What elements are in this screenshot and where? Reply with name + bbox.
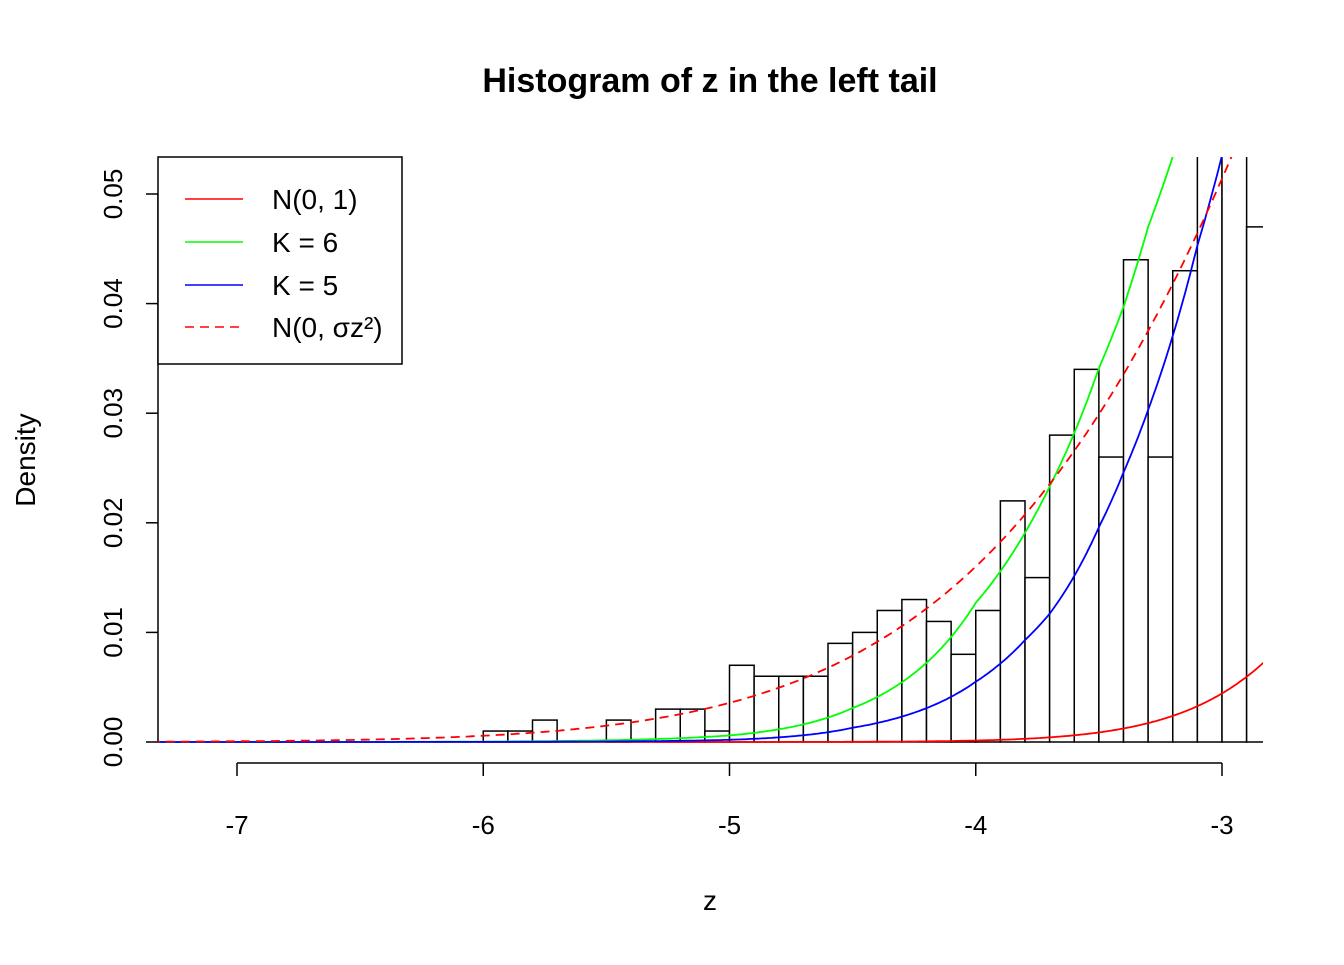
legend-label-k5: K = 5 — [272, 270, 338, 301]
y-tick-label: 0.01 — [98, 607, 128, 658]
x-tick-label: -6 — [472, 810, 495, 840]
y-tick-label: 0.05 — [98, 169, 128, 220]
x-axis-label: z — [703, 885, 717, 916]
y-axis: 0.00 0.01 0.02 0.03 0.04 0.05 — [98, 169, 159, 768]
histogram-bar — [728, 664, 755, 743]
histogram-bar — [679, 708, 706, 743]
histogram-bars — [482, 157, 1263, 743]
histogram-bar — [1024, 576, 1051, 743]
y-axis-label: Density — [10, 413, 41, 506]
histogram-bar — [1196, 157, 1223, 743]
histogram-bar — [925, 620, 952, 743]
histogram-bar — [1245, 226, 1263, 743]
histogram-bar — [1098, 456, 1125, 743]
y-tick-label: 0.00 — [98, 717, 128, 768]
y-tick-label: 0.02 — [98, 497, 128, 548]
histogram-bar — [482, 730, 509, 743]
x-tick-label: -5 — [718, 810, 741, 840]
legend-label-k6: K = 6 — [272, 227, 338, 258]
legend-box — [157, 156, 403, 365]
histogram-bar — [950, 653, 977, 743]
histogram-bar — [1221, 157, 1248, 743]
density-curve-k-5 — [158, 157, 1223, 743]
density-curves — [158, 157, 1263, 743]
legend: N(0, 1) K = 6 K = 5 N(0, σz²) — [157, 156, 403, 365]
histogram-bar — [975, 609, 1002, 743]
x-tick-label: -3 — [1210, 810, 1233, 840]
histogram-bar — [1122, 259, 1149, 743]
y-tick-label: 0.03 — [98, 388, 128, 439]
histogram-bar — [1147, 456, 1174, 743]
x-tick-label: -7 — [225, 810, 248, 840]
legend-label-normal: N(0, 1) — [272, 184, 358, 215]
y-tick-label: 0.04 — [98, 278, 128, 329]
histogram-bar — [901, 598, 928, 743]
legend-label-normal-sigma: N(0, σz²) — [272, 312, 383, 343]
x-tick-label: -4 — [964, 810, 987, 840]
density-curve-n-0-z- — [158, 157, 1233, 743]
x-axis: -7 -6 -5 -4 -3 — [225, 762, 1234, 840]
histogram-bar — [1172, 269, 1199, 743]
chart-title: Histogram of z in the left tail — [482, 62, 937, 100]
